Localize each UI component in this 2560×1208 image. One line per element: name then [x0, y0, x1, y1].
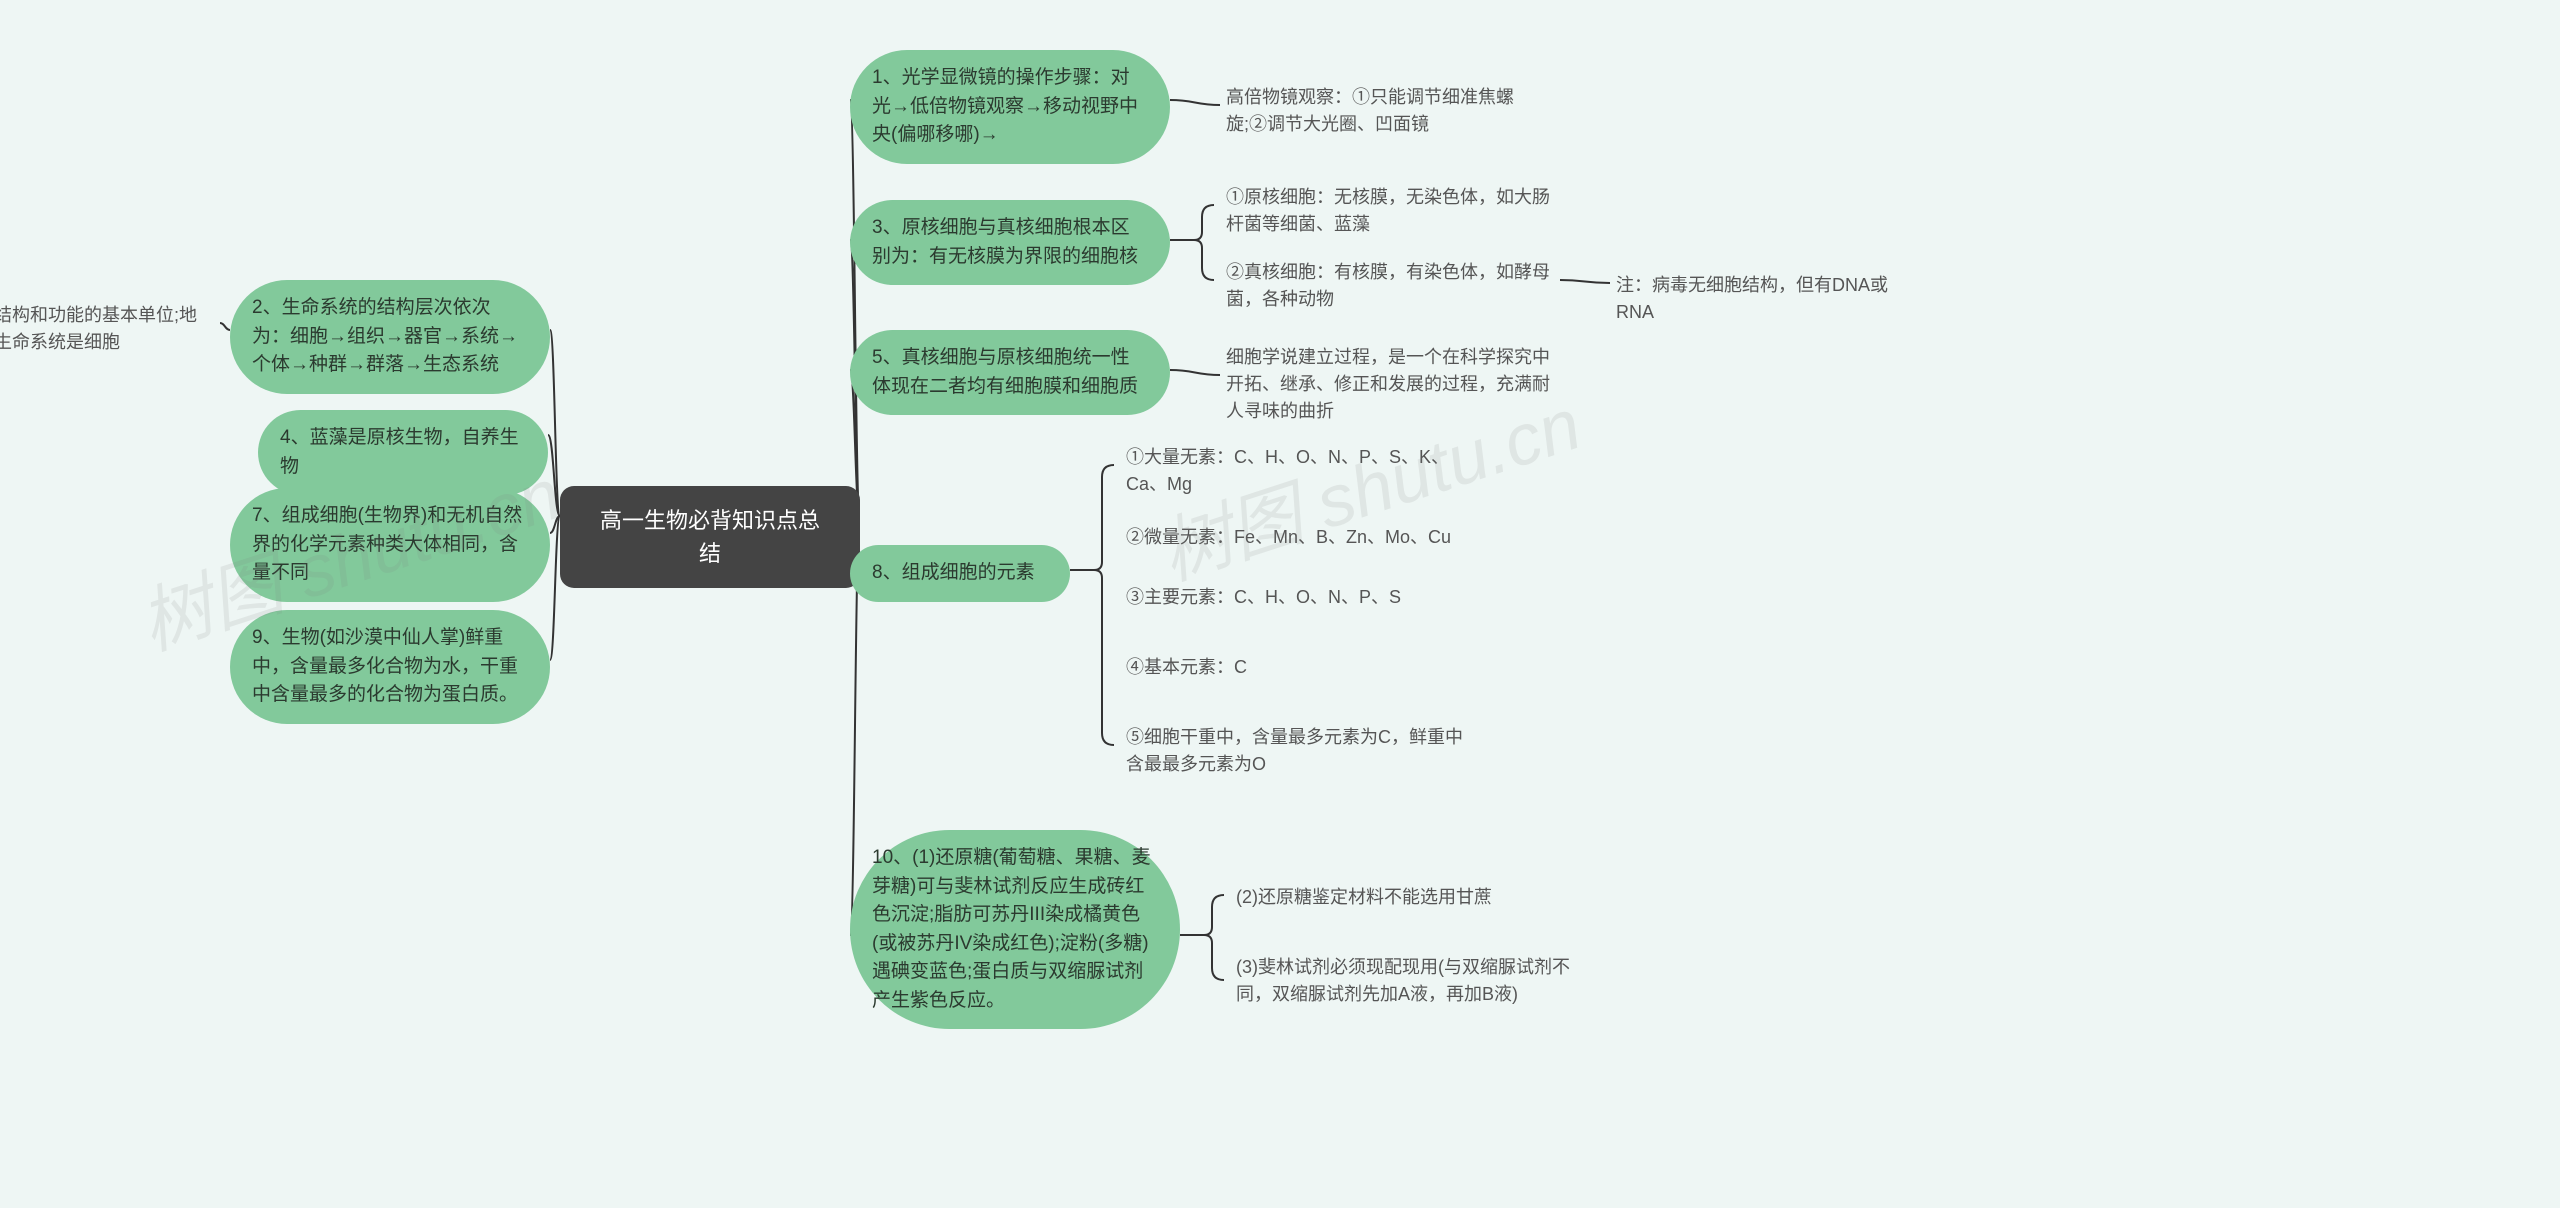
- leaf-n10a: (2)还原糖鉴定材料不能选用甘蔗: [1230, 880, 1530, 915]
- branch-n1: 1、光学显微镜的操作步骤：对光→低倍物镜观察→移动视野中央(偏哪移哪)→: [850, 50, 1170, 164]
- leaf-n1a: 高倍物镜观察：①只能调节细准焦螺旋;②调节大光圈、凹面镜: [1220, 80, 1560, 142]
- leaf-n2a: 细胞是生物体结构和功能的基本单位;地球上最基本的生命系统是细胞: [0, 298, 220, 360]
- leaf-n8a: ①大量无素：C、H、O、N、P、S、K、Ca、Mg: [1120, 440, 1460, 502]
- branch-n3: 3、原核细胞与真核细胞根本区别为：有无核膜为界限的细胞核: [850, 200, 1170, 285]
- leaf-n5a: 细胞学说建立过程，是一个在科学探究中开拓、继承、修正和发展的过程，充满耐人寻味的…: [1220, 340, 1570, 429]
- leaf-n8e: ⑤细胞干重中，含量最多元素为C，鲜重中含最最多元素为O: [1120, 720, 1470, 782]
- leaf-n3b1: 注：病毒无细胞结构，但有DNA或RNA: [1610, 268, 1930, 330]
- branch-n2: 2、生命系统的结构层次依次为：细胞→组织→器官→系统→个体→种群→群落→生态系统: [230, 280, 550, 394]
- leaf-n8d: ④基本元素：C: [1120, 650, 1320, 685]
- branch-n4: 4、蓝藻是原核生物，自养生物: [258, 410, 548, 495]
- leaf-n10b: (3)斐林试剂必须现配现用(与双缩脲试剂不同，双缩脲试剂先加A液，再加B液): [1230, 950, 1580, 1012]
- branch-n9: 9、生物(如沙漠中仙人掌)鲜重中，含量最多化合物为水，干重中含量最多的化合物为蛋…: [230, 610, 550, 724]
- leaf-n3b: ②真核细胞：有核膜，有染色体，如酵母菌，各种动物: [1220, 255, 1560, 317]
- leaf-n3a: ①原核细胞：无核膜，无染色体，如大肠杆菌等细菌、蓝藻: [1220, 180, 1560, 242]
- leaf-n8b: ②微量无素：Fe、Mn、B、Zn、Mo、Cu: [1120, 520, 1460, 555]
- leaf-n8c: ③主要元素：C、H、O、N、P、S: [1120, 580, 1440, 615]
- center-node: 高一生物必背知识点总结: [560, 486, 860, 588]
- branch-n5: 5、真核细胞与原核细胞统一性体现在二者均有细胞膜和细胞质: [850, 330, 1170, 415]
- branch-n10: 10、(1)还原糖(葡萄糖、果糖、麦芽糖)可与斐林试剂反应生成砖红色沉淀;脂肪可…: [850, 830, 1180, 1029]
- branch-n7: 7、组成细胞(生物界)和无机自然界的化学元素种类大体相同，含量不同: [230, 488, 550, 602]
- branch-n8: 8、组成细胞的元素: [850, 545, 1070, 602]
